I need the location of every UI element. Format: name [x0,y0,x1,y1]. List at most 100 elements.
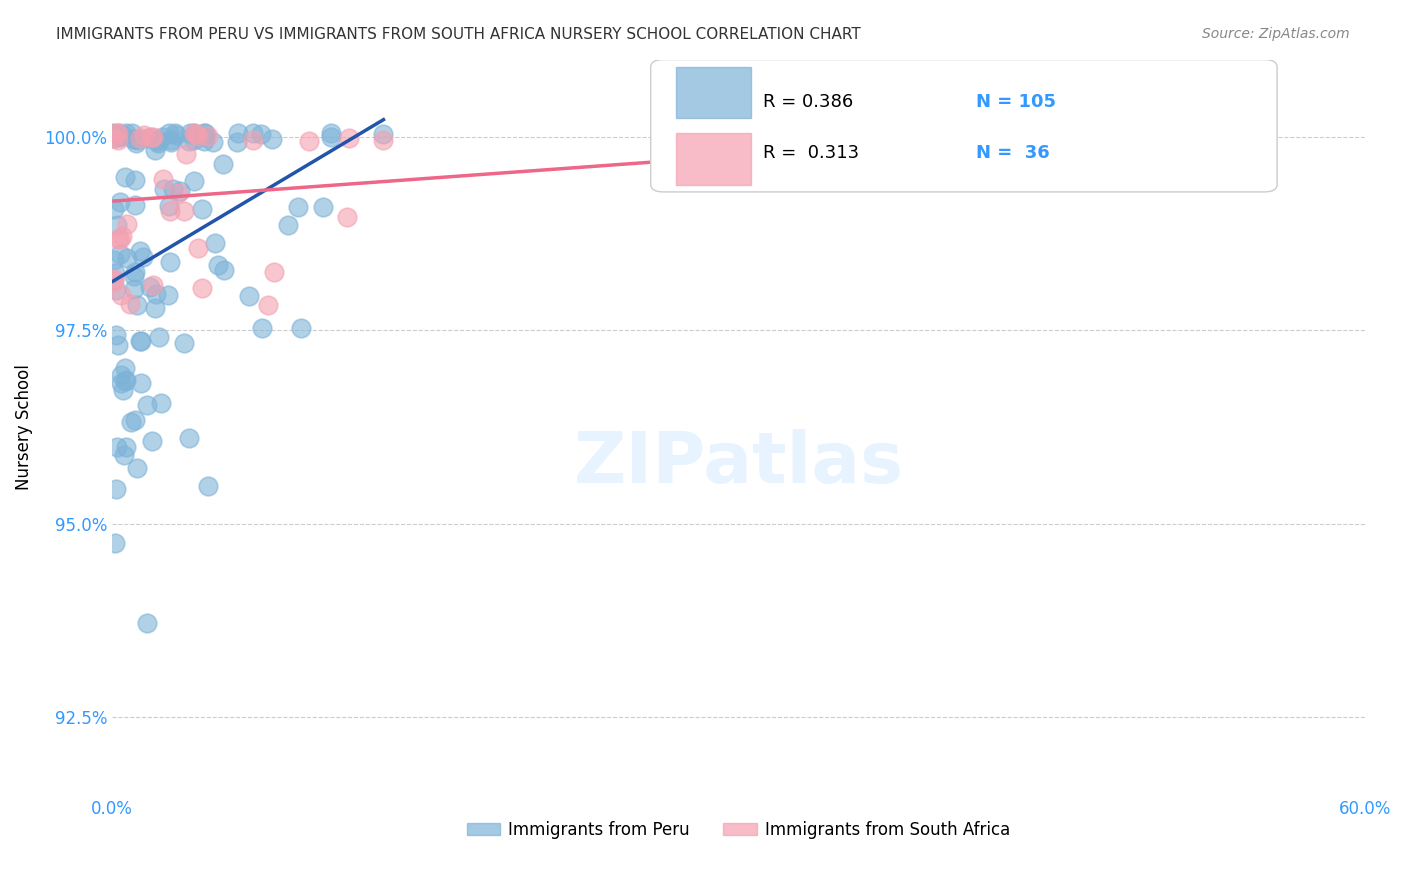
Immigrants from Peru [103,253,125,268]
Immigrants from Peru [114,169,136,184]
Immigrants from South Africa [132,128,155,142]
Immigrants from Peru [159,135,181,149]
Immigrants from South Africa [336,211,359,225]
Immigrants from South Africa [110,288,132,302]
Immigrants from Peru [183,132,205,146]
Immigrants from Peru [159,254,181,268]
Immigrants from Peru [143,143,166,157]
Immigrants from Peru [157,288,180,302]
Immigrants from Peru [108,130,131,145]
Immigrants from South Africa [110,232,132,246]
Immigrants from Peru [194,126,217,140]
Immigrants from Peru [121,126,143,140]
Immigrants from Peru [143,301,166,315]
Immigrants from South Africa [159,204,181,219]
Immigrants from Peru [212,263,235,277]
Immigrants from South Africa [142,277,165,292]
Immigrants from South Africa [173,204,195,219]
Immigrants from Peru [162,182,184,196]
Immigrants from Peru [202,135,225,149]
Immigrants from Peru [114,373,136,387]
Immigrants from Peru [115,440,138,454]
Immigrants from Peru [211,157,233,171]
Immigrants from South Africa [128,131,150,145]
Immigrants from Peru [124,265,146,279]
Immigrants from Peru [114,361,136,376]
Immigrants from Peru [149,396,172,410]
Immigrants from Peru [105,328,128,343]
Immigrants from Peru [129,334,152,348]
Legend: Immigrants from Peru, Immigrants from South Africa: Immigrants from Peru, Immigrants from So… [460,814,1017,846]
Immigrants from Peru [321,126,343,140]
Immigrants from Peru [115,126,138,140]
Immigrants from Peru [312,200,335,214]
Immigrants from Peru [193,134,215,148]
Immigrants from Peru [122,269,145,284]
Immigrants from Peru [260,132,283,146]
Immigrants from South Africa [103,274,125,288]
Immigrants from Peru [169,184,191,198]
Immigrants from Peru [136,615,159,630]
Immigrants from Peru [135,398,157,412]
Immigrants from Peru [105,482,128,496]
Immigrants from Peru [121,132,143,146]
Immigrants from Peru [141,434,163,448]
Immigrants from South Africa [152,171,174,186]
Immigrants from Peru [183,174,205,188]
Immigrants from Peru [373,127,395,141]
Immigrants from South Africa [174,146,197,161]
Immigrants from Peru [290,320,312,334]
Immigrants from Peru [101,126,124,140]
Immigrants from Peru [146,136,169,150]
Immigrants from Peru [115,251,138,265]
Immigrants from South Africa [187,128,209,143]
Immigrants from Peru [120,415,142,429]
Immigrants from Peru [105,219,128,233]
Immigrants from South Africa [107,133,129,147]
Immigrants from Peru [179,126,201,140]
Immigrants from Peru [238,289,260,303]
Immigrants from South Africa [115,217,138,231]
Text: R =  0.313: R = 0.313 [763,145,859,162]
Immigrants from Peru [108,195,131,210]
Immigrants from South Africa [190,281,212,295]
Immigrants from South Africa [107,126,129,140]
Immigrants from Peru [124,136,146,150]
Immigrants from Peru [152,181,174,195]
Immigrants from Peru [103,131,125,145]
Immigrants from Peru [111,128,134,143]
Immigrants from Peru [108,126,131,140]
Immigrants from Peru [114,374,136,388]
Immigrants from South Africa [142,130,165,145]
Immigrants from Peru [173,335,195,350]
Immigrants from South Africa [242,133,264,147]
Immigrants from Peru [108,247,131,261]
Immigrants from Peru [193,126,215,140]
Immigrants from South Africa [197,128,219,143]
Immigrants from Peru [132,250,155,264]
Immigrants from South Africa [107,232,129,246]
Immigrants from Peru [157,126,180,140]
Bar [676,67,751,119]
Immigrants from South Africa [111,228,134,243]
Immigrants from South Africa [263,265,285,279]
Immigrants from South Africa [104,126,127,140]
Immigrants from Peru [226,126,249,140]
Immigrants from South Africa [120,297,142,311]
Immigrants from Peru [160,132,183,146]
Immigrants from Peru [150,129,173,144]
Immigrants from Peru [207,258,229,272]
Immigrants from Peru [145,287,167,301]
Immigrants from Peru [105,441,128,455]
Immigrants from Peru [124,413,146,427]
Immigrants from South Africa [103,130,125,145]
Immigrants from South Africa [103,272,125,286]
Immigrants from Peru [319,130,342,145]
Immigrants from Peru [148,133,170,147]
Immigrants from Peru [104,283,127,297]
Immigrants from Peru [122,282,145,296]
Immigrants from Peru [197,478,219,492]
Immigrants from Peru [277,218,299,232]
Immigrants from South Africa [187,241,209,255]
Immigrants from Peru [110,368,132,383]
